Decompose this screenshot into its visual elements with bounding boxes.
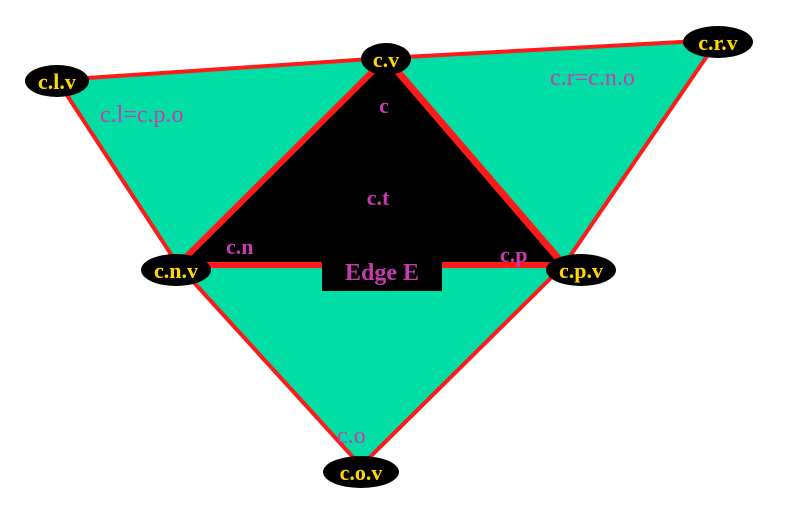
- vertex-cv: c.v: [361, 43, 411, 75]
- corner-label-co: c.o: [337, 423, 366, 449]
- center-triangle: [178, 58, 564, 265]
- edge-label-box: [322, 251, 442, 291]
- vertex-clv-marker: [25, 65, 89, 97]
- corner-label-cl: c.l=c.p.o: [100, 102, 184, 128]
- vertex-clv-label: c.l.v: [38, 69, 76, 94]
- edge-crv-cpv: [562, 38, 720, 267]
- left-face: [57, 58, 386, 265]
- vertex-cpv: c.p.v: [546, 254, 616, 286]
- vertex-crv-marker: [683, 26, 753, 58]
- vertex-clv: c.l.v: [25, 65, 89, 97]
- vertex-cov: c.o.v: [323, 456, 399, 488]
- corner-label-cn: c.n: [226, 234, 254, 259]
- corner-label-ct: c.t: [367, 185, 390, 210]
- edge-cnv-cov: [176, 263, 363, 468]
- edge-cv-crv: [384, 38, 720, 60]
- edge-clv-cv: [55, 56, 388, 82]
- bottom-face: [178, 265, 564, 466]
- vertex-cov-marker: [323, 456, 399, 488]
- right-face: [386, 40, 718, 265]
- corner-label-c: c: [379, 93, 389, 118]
- mesh-edges: [55, 38, 720, 468]
- vertex-cnv-marker: [141, 254, 211, 286]
- vertex-cv-marker: [361, 43, 411, 75]
- vertex-crv: c.r.v: [683, 26, 753, 58]
- edge-cv-cnv: [175, 55, 389, 268]
- edge-cpv-cov: [359, 263, 566, 468]
- corner-label-cp: c.p: [500, 242, 528, 267]
- vertex-cnv: c.n.v: [141, 254, 211, 286]
- vertex-cpv-label: c.p.v: [559, 258, 603, 283]
- vertex-cnv-label: c.n.v: [154, 258, 198, 283]
- corner-label-cr: c.r=c.n.o: [550, 65, 635, 91]
- edge-label: Edge E: [345, 260, 419, 286]
- edge-cv-cpv: [382, 54, 568, 269]
- vertex-cpv-marker: [546, 254, 616, 286]
- edge-clv-cnv: [55, 78, 180, 267]
- vertex-cv-label: c.v: [373, 47, 399, 72]
- vertex-cov-label: c.o.v: [340, 460, 383, 485]
- vertex-crv-label: c.r.v: [698, 30, 738, 55]
